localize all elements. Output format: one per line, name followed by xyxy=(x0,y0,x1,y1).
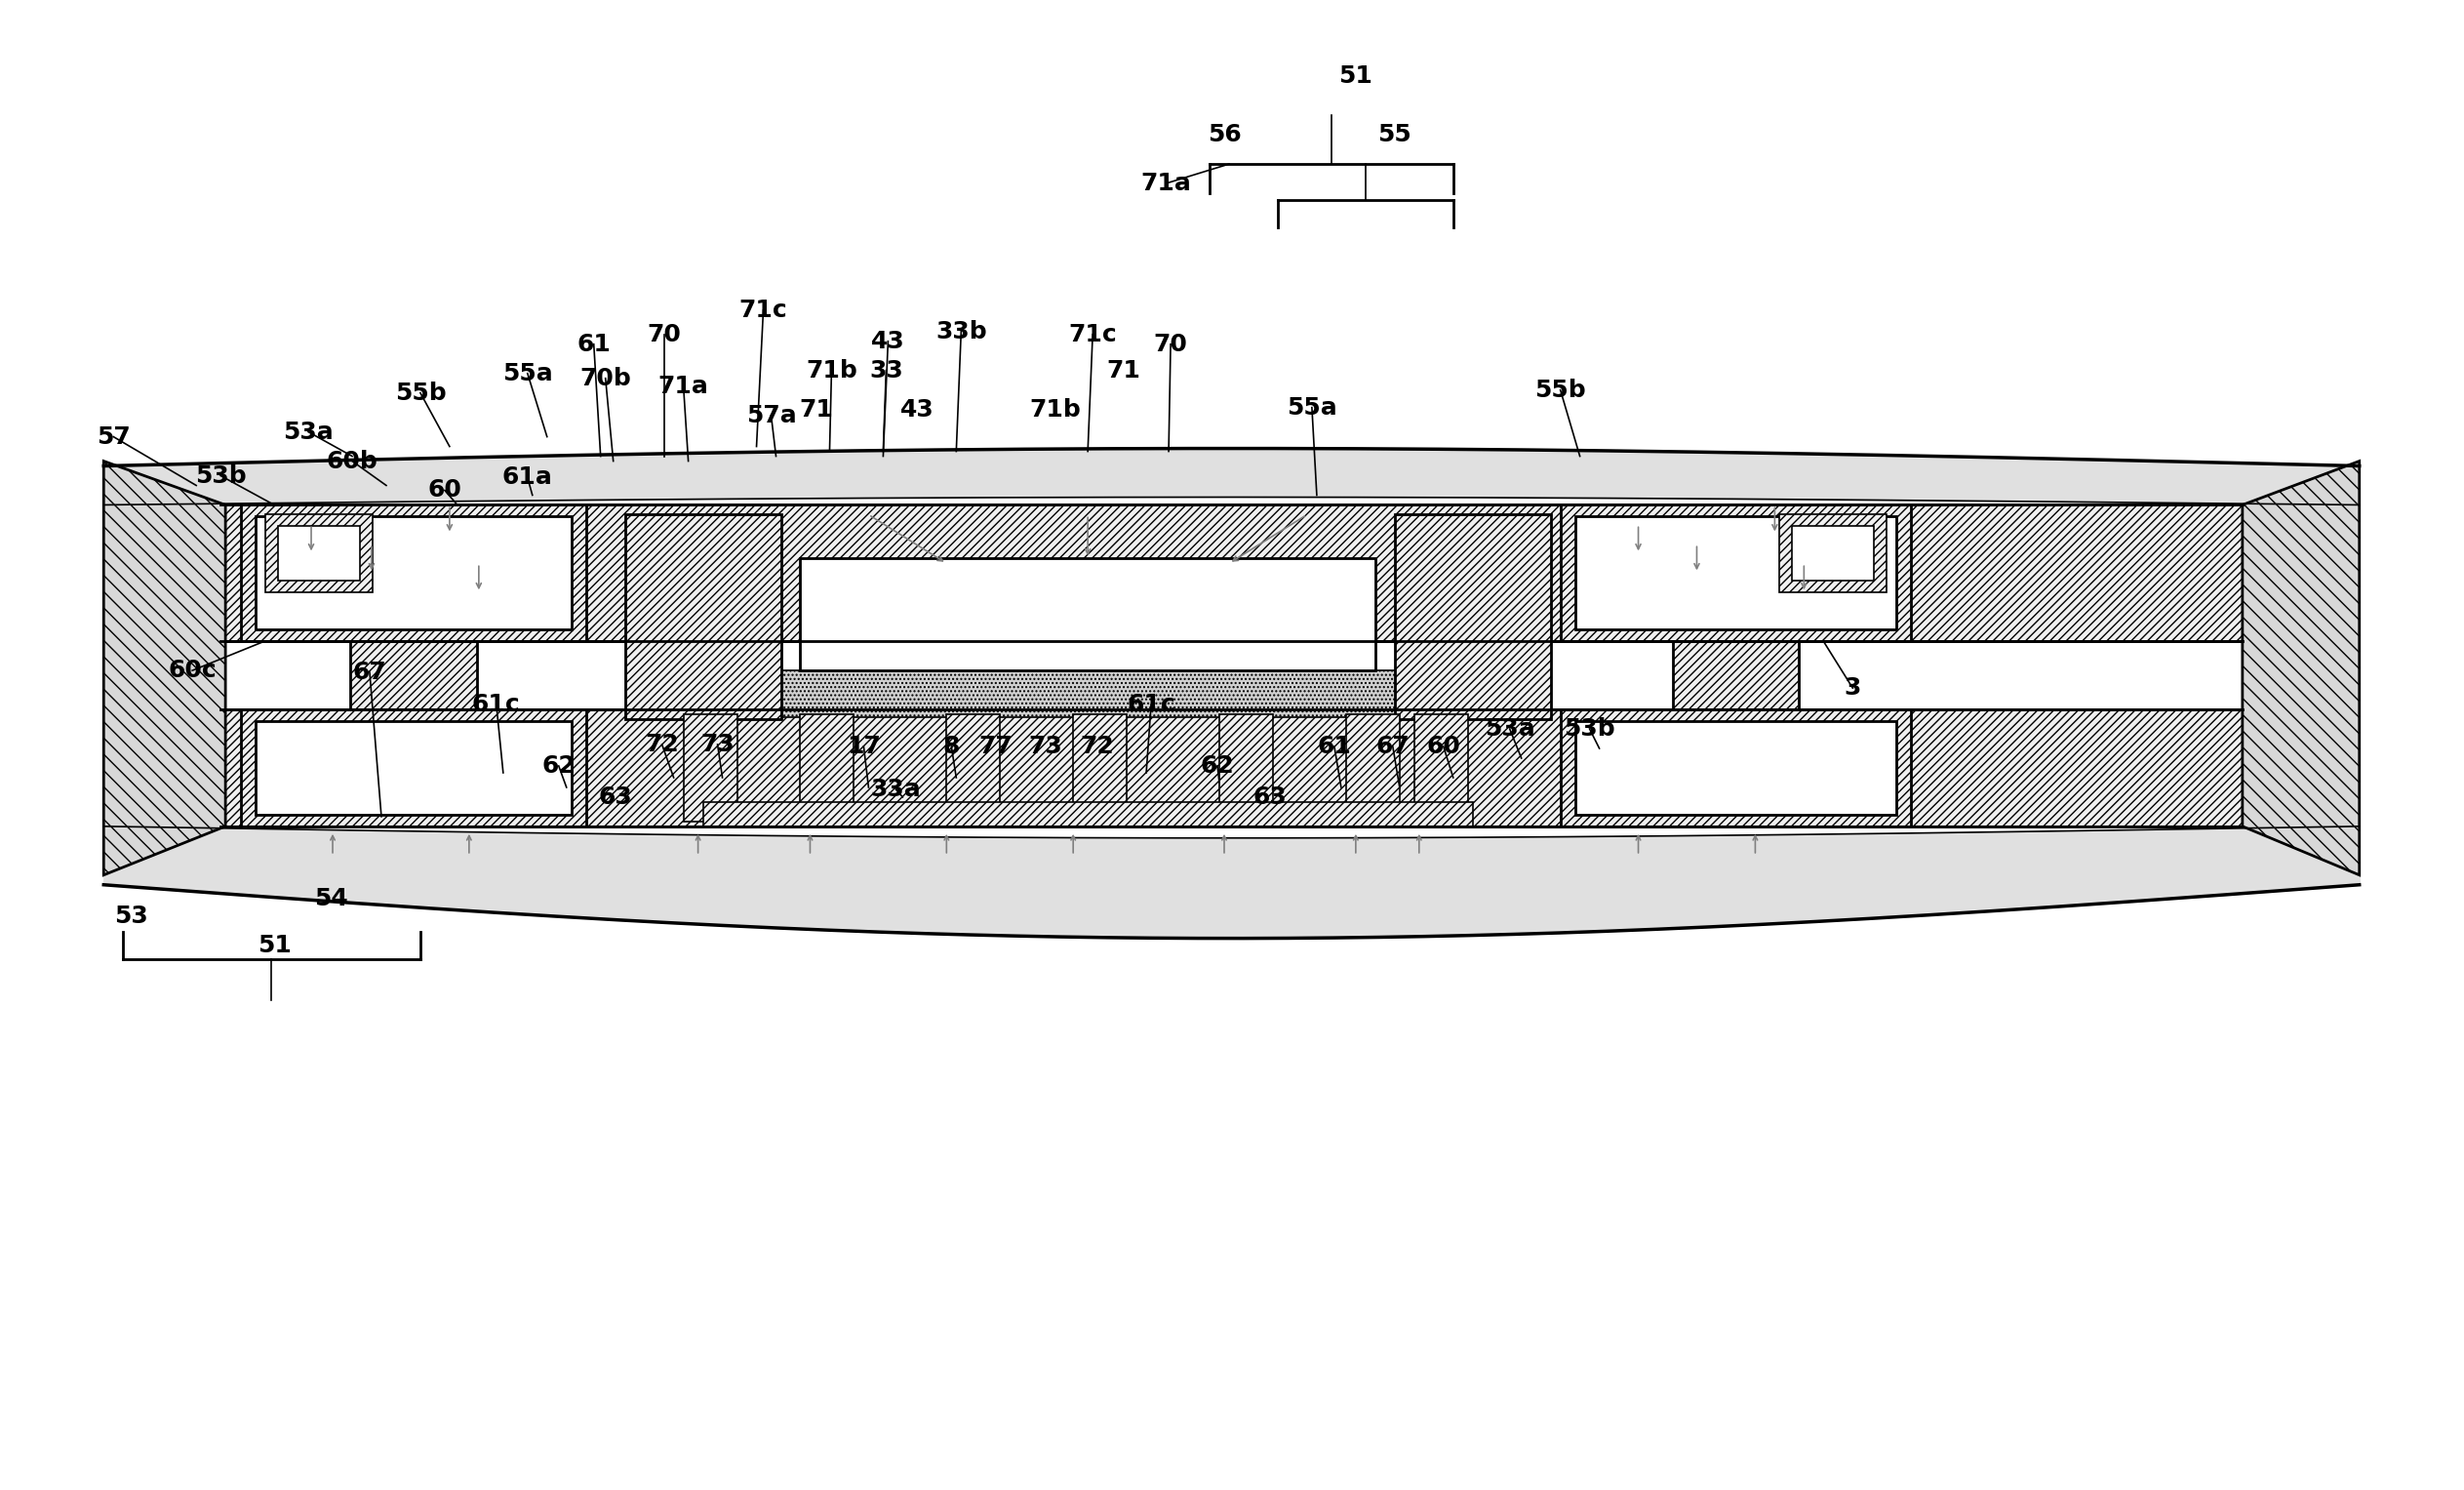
Text: 54: 54 xyxy=(313,887,347,910)
Text: 72: 72 xyxy=(1082,735,1114,758)
Text: 53a: 53a xyxy=(283,420,333,444)
Text: 61c: 61c xyxy=(473,693,520,717)
Text: 70: 70 xyxy=(1153,332,1188,356)
Bar xyxy=(1673,641,1799,709)
Text: 71c: 71c xyxy=(1069,323,1116,346)
Text: 61a: 61a xyxy=(503,466,552,489)
Text: 62: 62 xyxy=(542,754,577,778)
Text: 8: 8 xyxy=(944,735,961,758)
Text: 57a: 57a xyxy=(747,404,796,428)
Text: 51: 51 xyxy=(256,933,291,957)
Bar xyxy=(1074,714,1126,821)
Bar xyxy=(1560,709,1912,827)
Text: 62: 62 xyxy=(1200,754,1234,778)
Text: 17: 17 xyxy=(848,735,880,758)
Text: 61: 61 xyxy=(1318,735,1350,758)
Text: 72: 72 xyxy=(646,733,680,757)
Bar xyxy=(683,714,737,821)
Bar xyxy=(1560,505,1912,641)
Text: 61: 61 xyxy=(577,332,611,356)
Text: 73: 73 xyxy=(700,733,734,757)
Text: 71a: 71a xyxy=(658,374,710,398)
Bar xyxy=(1791,526,1875,581)
Bar xyxy=(241,709,586,827)
Text: 55a: 55a xyxy=(503,362,552,384)
Text: 3: 3 xyxy=(1843,676,1860,700)
Bar xyxy=(946,714,1000,821)
Bar xyxy=(1220,714,1274,821)
Bar xyxy=(1414,714,1469,821)
Text: 57: 57 xyxy=(96,425,131,448)
Text: 67: 67 xyxy=(1375,735,1409,758)
Text: 53b: 53b xyxy=(1565,717,1616,741)
Text: 70: 70 xyxy=(648,323,680,346)
Bar xyxy=(1779,514,1887,593)
Text: 71b: 71b xyxy=(1030,398,1082,422)
Text: 71c: 71c xyxy=(739,298,788,322)
Bar xyxy=(1574,517,1897,630)
Polygon shape xyxy=(1395,514,1550,720)
Bar xyxy=(702,802,1473,827)
Polygon shape xyxy=(626,514,781,720)
Bar xyxy=(222,709,2242,827)
Text: 56: 56 xyxy=(1207,124,1242,146)
Bar xyxy=(241,505,586,641)
Text: 51: 51 xyxy=(1338,64,1372,88)
Text: 53: 53 xyxy=(113,904,148,928)
Bar xyxy=(266,514,372,593)
Bar xyxy=(256,721,572,815)
Bar xyxy=(278,526,360,581)
Text: 60c: 60c xyxy=(168,659,217,682)
Bar xyxy=(1574,721,1897,815)
Text: 61c: 61c xyxy=(1126,693,1175,717)
Text: 73: 73 xyxy=(1030,735,1062,758)
Text: 63: 63 xyxy=(599,785,633,809)
Bar xyxy=(222,505,2242,641)
Text: 53b: 53b xyxy=(195,463,246,487)
Bar xyxy=(256,517,572,630)
Text: 55a: 55a xyxy=(1286,396,1338,419)
Text: 60b: 60b xyxy=(325,450,377,472)
Text: 67: 67 xyxy=(352,660,387,684)
Text: 43: 43 xyxy=(872,329,904,353)
Text: 71b: 71b xyxy=(806,359,857,383)
Text: 55: 55 xyxy=(1377,124,1412,146)
Text: 60: 60 xyxy=(1427,735,1461,758)
Text: 55b: 55b xyxy=(394,381,446,405)
Bar xyxy=(801,559,1375,670)
Bar xyxy=(801,714,855,821)
Text: 33a: 33a xyxy=(870,778,922,802)
Text: 55b: 55b xyxy=(1535,378,1587,402)
Polygon shape xyxy=(2242,460,2361,875)
Text: 33: 33 xyxy=(870,359,902,383)
Text: 71: 71 xyxy=(1106,359,1141,383)
Text: 33b: 33b xyxy=(936,320,986,343)
Text: 70b: 70b xyxy=(579,367,631,390)
Bar xyxy=(702,670,1473,717)
Text: 71: 71 xyxy=(798,398,833,422)
Bar xyxy=(1345,714,1400,821)
Text: 43: 43 xyxy=(899,398,934,422)
Text: 77: 77 xyxy=(978,735,1013,758)
Text: 63: 63 xyxy=(1254,785,1286,809)
Text: 60: 60 xyxy=(429,478,461,502)
Bar xyxy=(350,641,478,709)
Text: 71a: 71a xyxy=(1141,171,1190,195)
Text: 53a: 53a xyxy=(1483,717,1535,741)
Polygon shape xyxy=(103,460,227,875)
